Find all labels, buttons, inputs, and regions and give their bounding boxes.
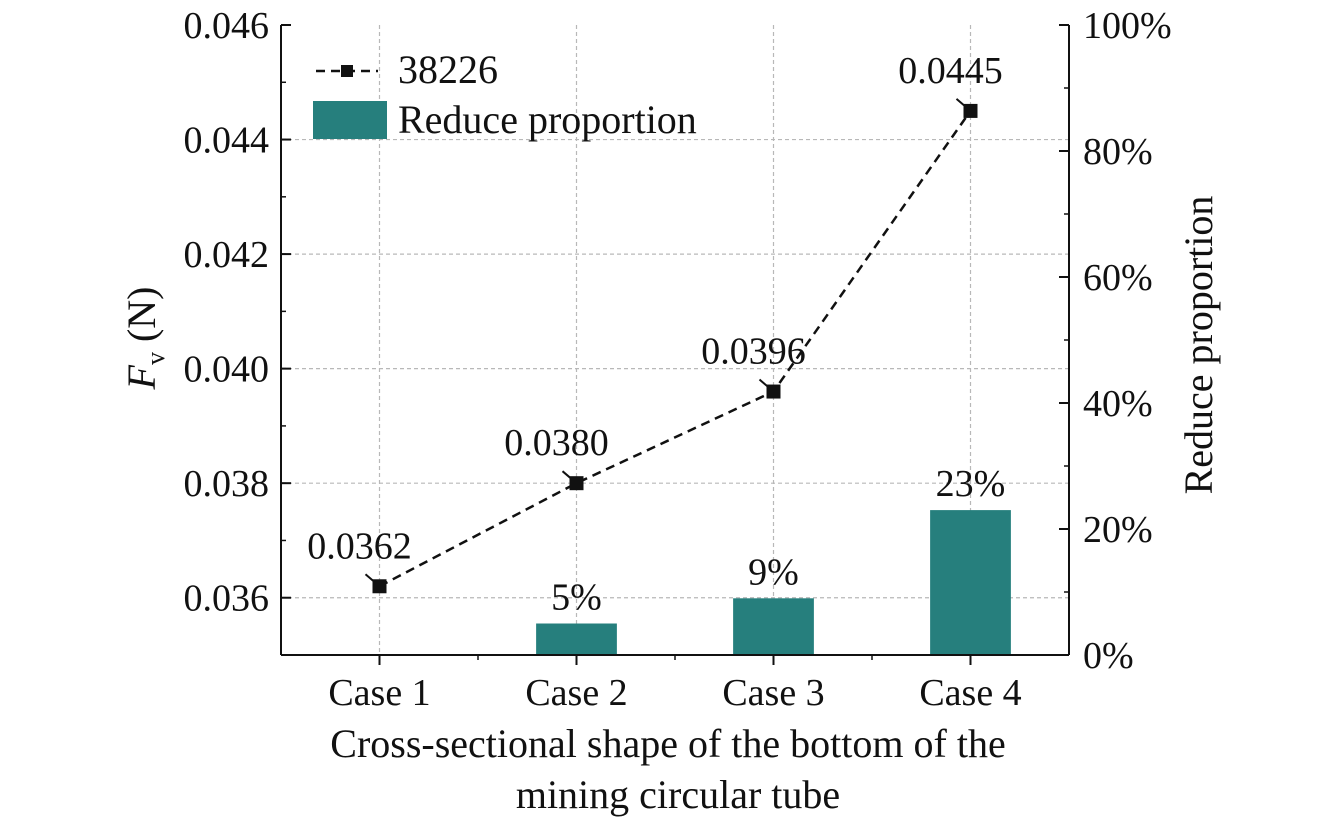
x-axis-title-line-2: mining circular tube (516, 772, 840, 817)
bar-label-3: 9% (748, 551, 799, 593)
legend-bar-label: Reduce proportion (398, 97, 697, 142)
legend-line-marker (341, 65, 353, 77)
y-left-tick-label-3: 0.042 (184, 234, 270, 276)
legend-bar-swatch (313, 101, 387, 139)
bar-series (536, 510, 1011, 655)
y-right-tick-label-4: 80% (1083, 131, 1153, 173)
axes (280, 24, 1070, 665)
y-left-axis-subscript: v (141, 352, 170, 365)
bar-case-4 (930, 510, 1011, 655)
legend: 38226 Reduce proportion (313, 47, 697, 142)
bar-case-3 (733, 598, 814, 655)
y-left-tick-label-1: 0.038 (184, 463, 270, 505)
point-label-1: 0.0362 (307, 525, 412, 567)
marker-case-1 (372, 579, 387, 594)
point-label-4: 0.0445 (898, 50, 1003, 92)
y-left-axis-title: Fv (N) (119, 287, 170, 391)
line-series (364, 98, 978, 594)
point-label-3: 0.0396 (701, 331, 806, 373)
y-left-axis-symbol: F (119, 364, 164, 390)
y-left-tick-label-0: 0.036 (184, 578, 270, 620)
y-left-tick-label-5: 0.046 (184, 5, 270, 47)
x-axis-title-line-1: Cross-sectional shape of the bottom of t… (330, 721, 1005, 766)
y-right-tick-label-1: 20% (1083, 509, 1153, 551)
y-left-tick-label-4: 0.044 (184, 120, 270, 162)
x-tick-label-case-3: Case 3 (722, 672, 824, 714)
y-left-axis-unit: (N) (119, 287, 164, 353)
labels: 5% 9% 23% 0.0362 0.0380 0.0396 0.0445 0.036 0.03… (184, 5, 1172, 714)
series-line-38226 (378, 110, 972, 588)
y-right-tick-label-0: 0% (1083, 635, 1134, 677)
legend-line-label: 38226 (398, 47, 498, 92)
y-right-tick-label-2: 40% (1083, 383, 1153, 425)
y-left-tick-label-2: 0.040 (184, 349, 270, 391)
x-tick-label-case-2: Case 2 (525, 672, 627, 714)
bar-label-4: 23% (936, 463, 1006, 505)
marker-case-2 (569, 476, 584, 491)
y-right-axis-title: Reduce proportion (1176, 196, 1221, 495)
x-tick-label-case-1: Case 1 (328, 672, 430, 714)
bar-label-2: 5% (551, 577, 602, 619)
marker-case-3 (766, 384, 781, 399)
point-label-2: 0.0380 (504, 422, 609, 464)
bar-case-2 (536, 623, 617, 655)
y-right-tick-label-3: 60% (1083, 257, 1153, 299)
x-tick-label-case-4: Case 4 (919, 672, 1021, 714)
marker-case-4 (963, 103, 978, 118)
y-right-tick-label-5: 100% (1083, 5, 1172, 47)
